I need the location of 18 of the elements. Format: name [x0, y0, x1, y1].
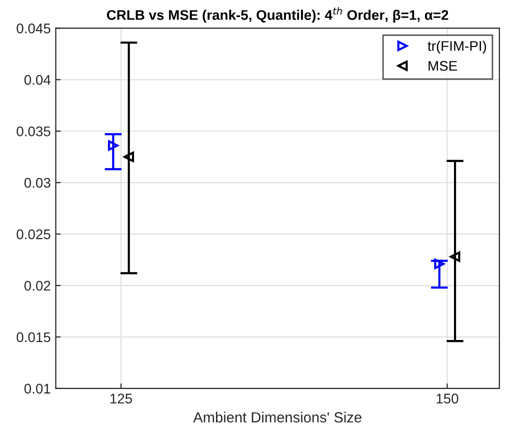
legend-label: tr(FIM-PI) [428, 40, 486, 54]
y-tick-label: 0.015 [16, 332, 50, 342]
y-tick-label: 0.025 [16, 229, 50, 240]
y-tick-label: 0.035 [16, 126, 50, 136]
y-tick-label: 0.045 [16, 24, 50, 34]
chart-title: CRLB vs MSE (rank-5, Quantile): 4$^{th}$ Order, β=1, α=2 [106, 7, 448, 23]
x-tick-label: 150 [436, 394, 458, 404]
point [124, 152, 134, 162]
point [108, 140, 118, 151]
y-tick-label: 0.01 [24, 384, 50, 394]
y-tick-label: 0.02 [24, 280, 50, 291]
y-tick-label: 0.03 [24, 178, 50, 188]
x-tick-label: 125 [110, 394, 132, 404]
y-tick-label: 0.04 [24, 75, 51, 85]
point [434, 258, 445, 270]
point [450, 251, 460, 262]
legend-label: MSE [428, 60, 458, 71]
x-axis-title: Ambient Dimensions' Size [193, 412, 362, 423]
